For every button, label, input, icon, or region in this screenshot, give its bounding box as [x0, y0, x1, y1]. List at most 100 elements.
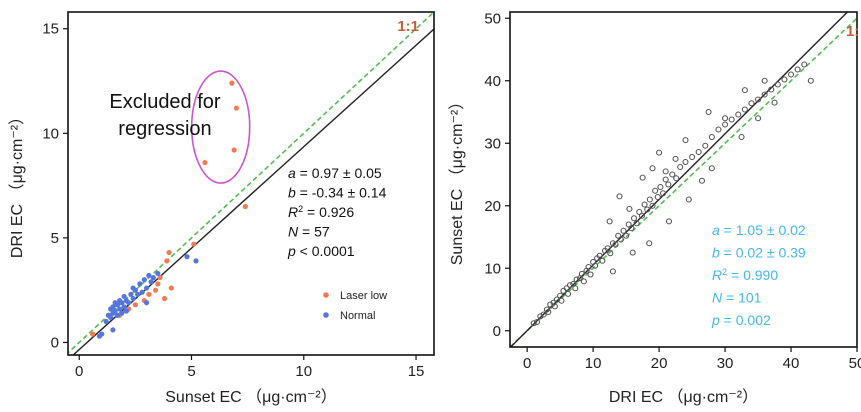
data-point	[672, 155, 679, 162]
normal-point	[193, 258, 199, 264]
data-point	[649, 202, 656, 209]
y-tick-label: 50	[484, 10, 501, 27]
data-point	[604, 245, 611, 252]
stat-variable: p	[711, 312, 720, 328]
laser-low-point	[90, 331, 96, 337]
stat-line: b = -0.34 ± 0.14	[288, 185, 387, 201]
data-point	[580, 278, 587, 285]
one-to-one-label: 1:1	[397, 18, 419, 35]
stat-value: = 1.05 ± 0.02	[720, 222, 806, 238]
y-axis-title: Sunset EC （μg·cm⁻²）	[448, 94, 466, 265]
normal-point	[126, 300, 132, 306]
panel-1: Excluded for regression 0 5 10 15 0 5 10 15 Sunset…	[8, 11, 435, 406]
data-point	[722, 121, 729, 128]
data-point	[612, 241, 619, 248]
y-tick-label: 0	[493, 323, 501, 340]
excluded-ellipse	[190, 70, 251, 184]
x-tick-label: 0	[75, 363, 83, 380]
normal-point	[121, 293, 127, 300]
data-point	[646, 196, 653, 203]
data-point	[609, 268, 616, 275]
data-point	[587, 271, 594, 278]
data-point	[533, 318, 541, 326]
y-tick-label: 40	[484, 73, 501, 90]
y-tick-label: 0	[51, 334, 59, 351]
legend-marker	[323, 312, 329, 318]
data-point	[616, 193, 623, 200]
normal-point	[96, 333, 103, 339]
data-point	[768, 86, 775, 93]
excluded-annotation: Excluded for	[109, 91, 221, 113]
data-point	[741, 106, 748, 113]
data-point	[633, 220, 640, 227]
stat-variable: p	[287, 243, 296, 259]
stat-variable: R	[712, 267, 722, 283]
data-point	[626, 205, 633, 212]
x-tick-label: 15	[408, 363, 425, 380]
stat-line: b = 0.02 ± 0.39	[712, 245, 806, 261]
x-tick-label: 40	[783, 355, 800, 372]
data-point	[659, 190, 667, 197]
stat-line: N = 57	[288, 224, 330, 240]
panel-2: 0 10 20 30 40 50 0 10 20 30 40 50 DRI EC （μg·cm⁻²） Su…	[448, 10, 861, 406]
laser-low-point	[168, 285, 174, 291]
normal-point	[103, 318, 109, 325]
normal-point	[130, 295, 136, 302]
data-point	[695, 148, 702, 156]
data-point	[573, 276, 580, 283]
data-point	[654, 193, 661, 201]
data-point	[781, 76, 788, 83]
stat-value: = 0.926	[303, 204, 354, 220]
data-point	[606, 218, 613, 225]
stat-value: = 0.97 ± 0.05	[296, 165, 382, 181]
data-point	[702, 142, 709, 149]
x-tick-label: 20	[651, 355, 668, 372]
normal-point	[139, 289, 145, 295]
data-point	[689, 153, 696, 161]
data-point	[662, 176, 669, 183]
data-point	[623, 232, 630, 239]
x-tick-label: 10	[295, 363, 312, 380]
x-tick-label: 10	[585, 355, 602, 372]
data-point	[596, 252, 603, 259]
stat-superscript: 2	[722, 267, 727, 277]
excluded-annotation: regression	[118, 118, 211, 140]
normal-point	[143, 285, 150, 291]
y-tick-label: 5	[51, 230, 59, 247]
legend-label: Laser low	[340, 290, 387, 302]
stat-value: = 0.990	[727, 267, 778, 283]
laser-low-point	[152, 287, 159, 293]
data-point	[708, 133, 715, 141]
data-point	[748, 100, 755, 107]
data-point	[715, 126, 722, 133]
data-point	[807, 77, 814, 84]
stat-variable: R	[288, 204, 298, 220]
data-point	[656, 149, 663, 156]
data-point	[638, 212, 645, 219]
legend-marker	[323, 292, 329, 298]
normal-point	[143, 300, 150, 306]
stat-value: = 0.02 ± 0.39	[720, 245, 806, 261]
data-point	[787, 71, 795, 78]
laser-low-point	[166, 249, 172, 256]
data-point	[682, 158, 689, 166]
laser-low-point	[191, 241, 197, 247]
normal-point	[114, 312, 120, 318]
normal-point	[141, 277, 147, 283]
data-point	[741, 87, 748, 94]
data-point	[754, 96, 762, 103]
stat-value: = 57	[298, 224, 330, 240]
one-to-one-line	[68, 12, 434, 355]
data-point	[669, 171, 676, 178]
data-point	[563, 285, 570, 292]
y-tick-label: 30	[484, 135, 501, 152]
plot-area	[68, 12, 434, 355]
stat-superscript: 2	[298, 204, 303, 214]
data-point	[630, 215, 638, 222]
data-point	[794, 66, 801, 73]
data-point	[620, 227, 627, 234]
data-point	[738, 133, 745, 141]
laser-low-point	[155, 281, 161, 287]
stat-variable: N	[288, 224, 299, 240]
